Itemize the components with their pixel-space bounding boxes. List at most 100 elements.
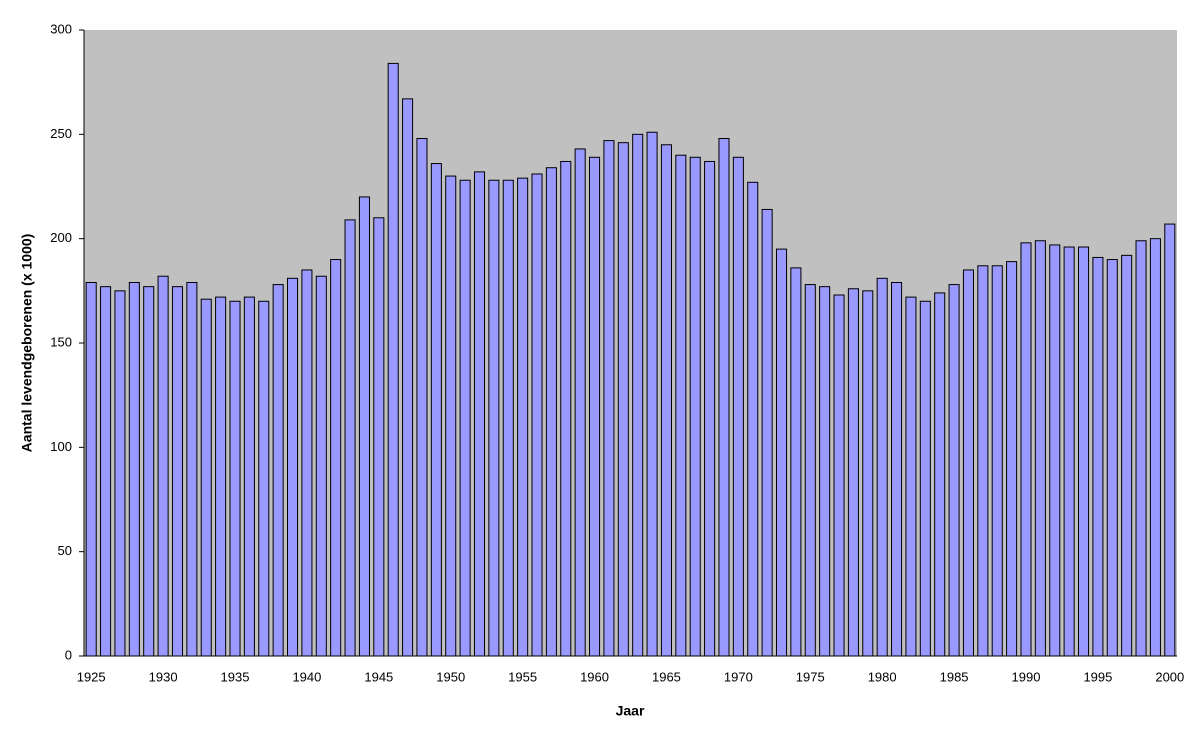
bar bbox=[919, 300, 931, 657]
y-tick-label: 0 bbox=[65, 647, 72, 662]
bar bbox=[502, 179, 514, 657]
bar bbox=[804, 284, 816, 657]
bar bbox=[488, 179, 500, 657]
x-axis-title: Jaar bbox=[616, 703, 645, 719]
x-tick-label: 1990 bbox=[1012, 669, 1041, 684]
bar bbox=[833, 294, 845, 657]
x-tick-label: 1925 bbox=[77, 669, 106, 684]
bar bbox=[1121, 254, 1133, 657]
bar bbox=[574, 148, 586, 657]
x-tick-label: 1965 bbox=[652, 669, 681, 684]
bar bbox=[243, 296, 255, 657]
x-tick-label: 1945 bbox=[364, 669, 393, 684]
x-tick-label: 2000 bbox=[1155, 669, 1184, 684]
bar bbox=[473, 171, 486, 657]
bar bbox=[100, 286, 112, 657]
bar bbox=[114, 290, 126, 657]
y-tick-label: 50 bbox=[58, 543, 72, 558]
bar bbox=[1034, 240, 1046, 657]
bar bbox=[402, 98, 414, 657]
bar bbox=[1049, 244, 1061, 657]
bar bbox=[991, 265, 1003, 657]
bar bbox=[819, 286, 831, 657]
bar bbox=[761, 208, 773, 657]
x-tick-label: 1960 bbox=[580, 669, 609, 684]
bar bbox=[675, 154, 687, 657]
x-tick-label: 1935 bbox=[221, 669, 250, 684]
bar bbox=[775, 248, 788, 657]
bar bbox=[560, 160, 572, 657]
bar bbox=[603, 140, 615, 657]
y-tick-label: 200 bbox=[50, 230, 72, 245]
bar bbox=[315, 275, 327, 657]
bar bbox=[962, 269, 975, 657]
bar bbox=[373, 217, 385, 657]
bar bbox=[272, 284, 284, 657]
x-tick-label: 1975 bbox=[796, 669, 825, 684]
x-tick-label: 1940 bbox=[292, 669, 321, 684]
bar bbox=[905, 296, 917, 657]
bar bbox=[1063, 246, 1075, 657]
bar bbox=[1077, 246, 1090, 657]
bar bbox=[747, 181, 759, 657]
bar bbox=[632, 133, 644, 657]
bar bbox=[891, 281, 903, 657]
x-tick-label: 1980 bbox=[868, 669, 897, 684]
bar bbox=[186, 281, 198, 657]
bar bbox=[430, 163, 442, 657]
bar bbox=[330, 259, 342, 657]
bar bbox=[1164, 223, 1176, 657]
bar bbox=[876, 277, 888, 657]
bar bbox=[790, 267, 802, 657]
bar bbox=[545, 167, 557, 657]
bar bbox=[387, 62, 399, 657]
bar bbox=[1092, 256, 1104, 657]
y-tick-label: 300 bbox=[50, 21, 72, 36]
x-tick-label: 1950 bbox=[436, 669, 465, 684]
bar bbox=[171, 286, 184, 657]
bar bbox=[215, 296, 227, 657]
bar bbox=[200, 298, 212, 657]
bar bbox=[948, 284, 960, 657]
bar bbox=[704, 160, 716, 657]
bar bbox=[344, 219, 356, 657]
bar bbox=[1149, 238, 1161, 657]
bar bbox=[286, 277, 299, 657]
bar bbox=[517, 177, 529, 657]
bar bbox=[847, 288, 859, 657]
bar bbox=[1106, 259, 1118, 657]
bar bbox=[977, 265, 989, 657]
bar bbox=[1006, 261, 1018, 657]
bar bbox=[646, 131, 658, 657]
y-tick-label: 100 bbox=[50, 439, 72, 454]
bar bbox=[85, 281, 97, 657]
bar bbox=[1020, 242, 1032, 657]
x-tick-label: 1970 bbox=[724, 669, 753, 684]
x-tick-label: 1930 bbox=[149, 669, 178, 684]
bar bbox=[531, 173, 543, 657]
bar bbox=[445, 175, 457, 657]
bar bbox=[459, 179, 471, 657]
y-tick-label: 250 bbox=[50, 126, 72, 141]
bar bbox=[229, 300, 241, 657]
bar bbox=[258, 300, 270, 657]
bar bbox=[934, 292, 946, 657]
x-tick-label: 1995 bbox=[1083, 669, 1112, 684]
y-axis-title: Aantal levendgeborenen (x 1000) bbox=[19, 234, 35, 453]
bar bbox=[128, 281, 140, 657]
bar bbox=[732, 156, 744, 657]
x-tick-label: 1955 bbox=[508, 669, 537, 684]
bar bbox=[718, 138, 730, 657]
bar bbox=[143, 286, 155, 657]
bar bbox=[660, 144, 672, 657]
bar bbox=[301, 269, 313, 657]
bar bbox=[689, 156, 701, 657]
bar bbox=[416, 138, 428, 657]
bar bbox=[862, 290, 874, 657]
bar bbox=[589, 156, 601, 657]
bar bbox=[157, 275, 169, 657]
bar bbox=[1135, 240, 1147, 657]
bar bbox=[358, 196, 370, 657]
